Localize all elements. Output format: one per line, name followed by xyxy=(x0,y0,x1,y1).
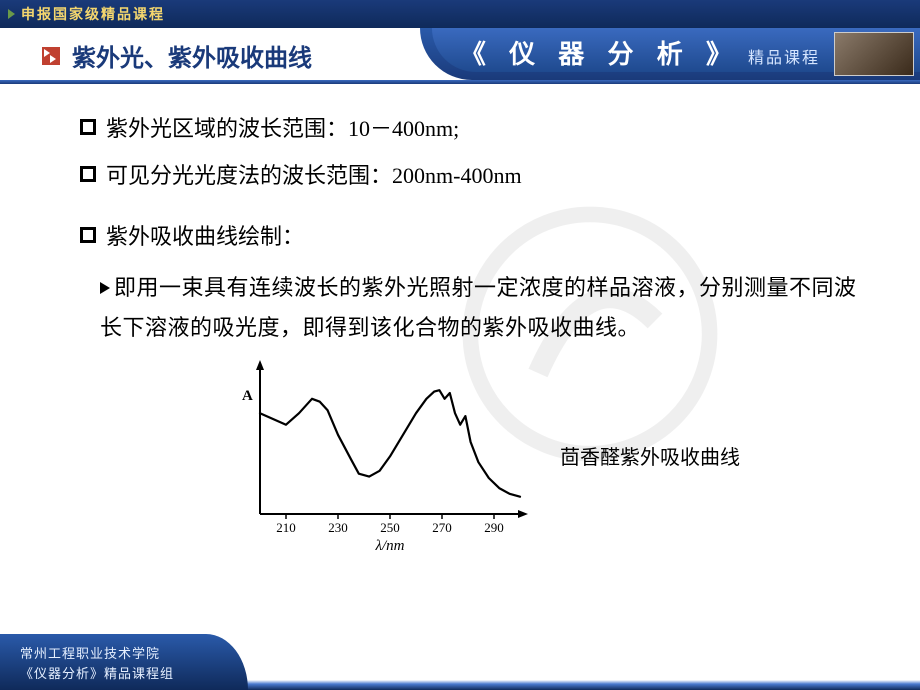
svg-text:A: A xyxy=(242,388,253,404)
content-area: 紫外光区域的波长范围：10－400nm; 可见分光光度法的波长范围：200nm-… xyxy=(0,84,920,556)
uv-absorption-chart: 210 230 250 270 290 Aλ/nm xyxy=(220,356,530,556)
bullet-1-text: 紫外光区域的波长范围：10－400nm; xyxy=(106,114,459,145)
header-thumbnail xyxy=(834,32,914,76)
footer-line-1: 常州工程职业技术学院 xyxy=(20,644,248,664)
course-title-wrap: 《 仪 器 分 析 》 精品课程 xyxy=(460,34,820,71)
svg-text:λ/nm: λ/nm xyxy=(375,538,405,554)
triangle-bullet-icon xyxy=(100,282,110,294)
svg-text:290: 290 xyxy=(484,520,504,535)
figure-wrap: 210 230 250 270 290 Aλ/nm 茴香醛紫外吸收曲线 xyxy=(220,356,860,556)
top-strip-text: 申报国家级精品课程 xyxy=(21,4,165,24)
paragraph: 即用一束具有连续波长的紫外光照射一定浓度的样品溶液，分别测量不同波长下溶液的吸光… xyxy=(100,268,860,347)
bullet-3: 紫外吸收曲线绘制： xyxy=(80,222,860,253)
section-title: 紫外光、紫外吸收曲线 xyxy=(72,38,312,73)
arrow-icon xyxy=(42,47,60,65)
square-bullet-icon xyxy=(80,166,96,182)
paragraph-text: 即用一束具有连续波长的紫外光照射一定浓度的样品溶液，分别测量不同波长下溶液的吸光… xyxy=(100,275,857,340)
bullet-3-text: 紫外吸收曲线绘制： xyxy=(106,222,304,253)
svg-text:250: 250 xyxy=(380,520,400,535)
play-icon xyxy=(8,9,15,19)
figure-caption: 茴香醛紫外吸收曲线 xyxy=(560,441,740,470)
svg-text:210: 210 xyxy=(276,520,296,535)
bullet-2-text: 可见分光光度法的波长范围：200nm-400nm xyxy=(106,161,522,192)
bullet-1: 紫外光区域的波长范围：10－400nm; xyxy=(80,114,860,145)
course-sub: 精品课程 xyxy=(748,44,820,68)
footer: 常州工程职业技术学院 《仪器分析》精品课程组 xyxy=(0,634,920,690)
footer-tab: 常州工程职业技术学院 《仪器分析》精品课程组 xyxy=(0,634,248,690)
section-title-wrap: 紫外光、紫外吸收曲线 xyxy=(42,38,312,73)
bullet-2: 可见分光光度法的波长范围：200nm-400nm xyxy=(80,161,860,192)
course-name: 《 仪 器 分 析 》 xyxy=(460,34,740,71)
svg-text:230: 230 xyxy=(328,520,348,535)
top-strip: 申报国家级精品课程 xyxy=(0,0,920,28)
square-bullet-icon xyxy=(80,227,96,243)
square-bullet-icon xyxy=(80,119,96,135)
svg-text:270: 270 xyxy=(432,520,452,535)
header-band: 紫外光、紫外吸收曲线 《 仪 器 分 析 》 精品课程 xyxy=(0,28,920,80)
footer-line-2: 《仪器分析》精品课程组 xyxy=(20,664,248,684)
